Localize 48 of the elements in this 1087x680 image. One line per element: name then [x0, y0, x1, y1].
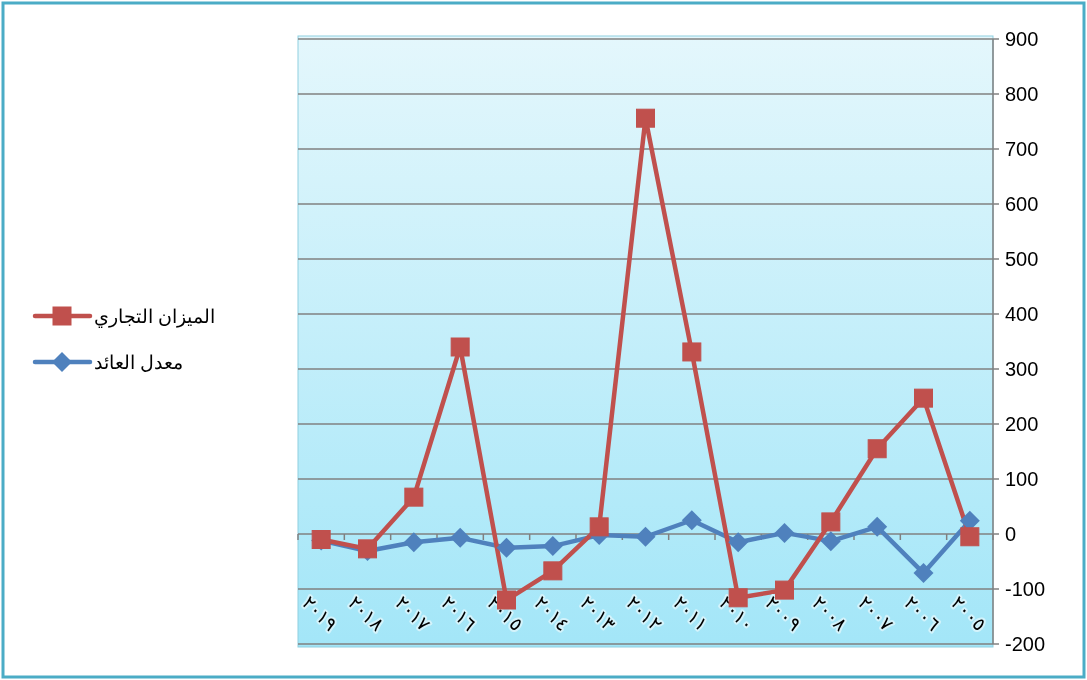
y-tick-label: -100 [1005, 578, 1046, 600]
y-tick-label: -200 [1005, 633, 1046, 655]
point [404, 487, 424, 507]
x-tick-label: ٢٠٠٥ [946, 591, 990, 635]
y-tick-label: 900 [1005, 28, 1039, 50]
x-tick-label: ٢٠١٣ [576, 591, 620, 635]
x-tick-label: ٢٠١٤ [529, 591, 573, 635]
y-tick-label: 800 [1005, 83, 1039, 105]
x-tick-label: ٢٠١٨ [344, 591, 388, 635]
x-tick-label: ٢٠١١ [668, 591, 712, 635]
y-tick-label: 100 [1005, 468, 1039, 490]
point [960, 527, 980, 547]
y-tick-label: 600 [1005, 193, 1039, 215]
point [914, 388, 933, 408]
point [403, 532, 424, 553]
point [820, 531, 841, 552]
y-tick-label: 200 [1005, 413, 1039, 435]
y-tick-label: 0 [1005, 523, 1017, 545]
x-tick-label: ٢٠٠٧ [854, 591, 898, 635]
point [635, 526, 656, 547]
point [543, 561, 563, 581]
point [450, 527, 471, 548]
point [542, 536, 563, 557]
point [496, 537, 517, 558]
point [728, 532, 749, 553]
point [867, 439, 887, 459]
point [913, 563, 934, 584]
y-tick-label: 400 [1005, 303, 1039, 325]
y-tick-label: 700 [1005, 138, 1039, 160]
point [450, 337, 470, 357]
x-tick-label: ٢٠١٦ [437, 591, 481, 635]
point [821, 512, 841, 532]
x-tick-label: ٢٠١٩ [298, 591, 342, 635]
y-tick-label: 500 [1005, 248, 1039, 270]
x-tick-label: ٢٠٠٨ [807, 591, 851, 635]
point [589, 517, 609, 537]
x-tick-label: ٢٠١٢ [622, 591, 666, 635]
legend-label: الميزان التجاري [94, 306, 216, 328]
x-tick-label: ٢٠٠٦ [900, 591, 944, 635]
legend-label: معدل العائد [94, 352, 184, 373]
point [681, 510, 702, 531]
point [682, 342, 702, 362]
point [774, 522, 795, 543]
y-tick-label: 300 [1005, 358, 1039, 380]
x-tick-label: ٢٠١٧ [390, 591, 434, 635]
point [636, 108, 655, 128]
point [867, 516, 888, 537]
x-tick-label: ٢٠٠٩ [761, 591, 805, 635]
